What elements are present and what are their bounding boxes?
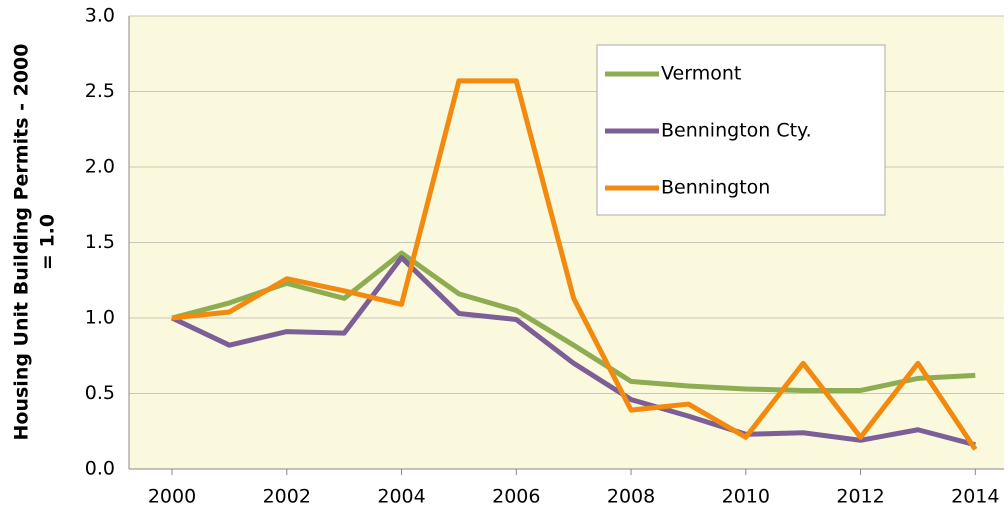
- legend-label: Bennington: [661, 177, 770, 199]
- line-series: [170, 255, 976, 448]
- y-tick-label: 2.5: [85, 80, 115, 102]
- x-tick-label: 2002: [263, 486, 311, 508]
- legend-label: Bennington Cty.: [661, 120, 812, 142]
- y-tick-label: 3.0: [85, 5, 115, 27]
- y-axis-label: Housing Unit Building Permits - 2000: [11, 44, 33, 441]
- y-tick-label: 0.5: [85, 382, 115, 404]
- x-tick-label: 2000: [148, 486, 196, 508]
- x-tick-label: 2014: [951, 486, 999, 508]
- y-tick-label: 0.0: [85, 458, 115, 480]
- line-series: [171, 250, 976, 393]
- line-series: [171, 78, 978, 451]
- x-tick-label: 2004: [377, 486, 425, 508]
- x-tick-label: 2006: [492, 486, 540, 508]
- x-tick-label: 2012: [836, 486, 884, 508]
- x-tick-label: 2010: [722, 486, 770, 508]
- y-axis-label: = 1.0: [37, 214, 59, 270]
- y-tick-label: 2.0: [85, 156, 115, 178]
- legend-label: Vermont: [661, 63, 741, 85]
- x-tick-label: 2008: [607, 486, 655, 508]
- y-tick-label: 1.0: [85, 307, 115, 329]
- y-tick-label: 1.5: [85, 231, 115, 253]
